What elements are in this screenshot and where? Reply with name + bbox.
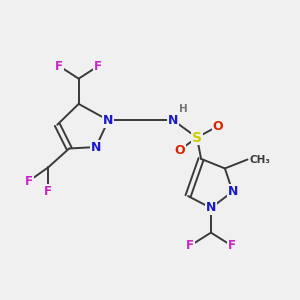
- Text: N: N: [227, 185, 238, 198]
- Text: CH₃: CH₃: [250, 154, 271, 164]
- Text: H: H: [179, 104, 188, 114]
- Text: N: N: [168, 114, 178, 127]
- Text: O: O: [174, 143, 185, 157]
- Text: F: F: [186, 239, 194, 252]
- Text: F: F: [94, 60, 102, 73]
- Text: N: N: [91, 140, 101, 154]
- Text: O: O: [212, 120, 223, 133]
- Text: S: S: [192, 130, 202, 145]
- Text: N: N: [103, 114, 114, 127]
- Text: F: F: [55, 60, 63, 73]
- Text: F: F: [228, 239, 236, 252]
- Text: F: F: [44, 184, 52, 197]
- Text: N: N: [206, 202, 216, 214]
- Text: F: F: [25, 175, 33, 188]
